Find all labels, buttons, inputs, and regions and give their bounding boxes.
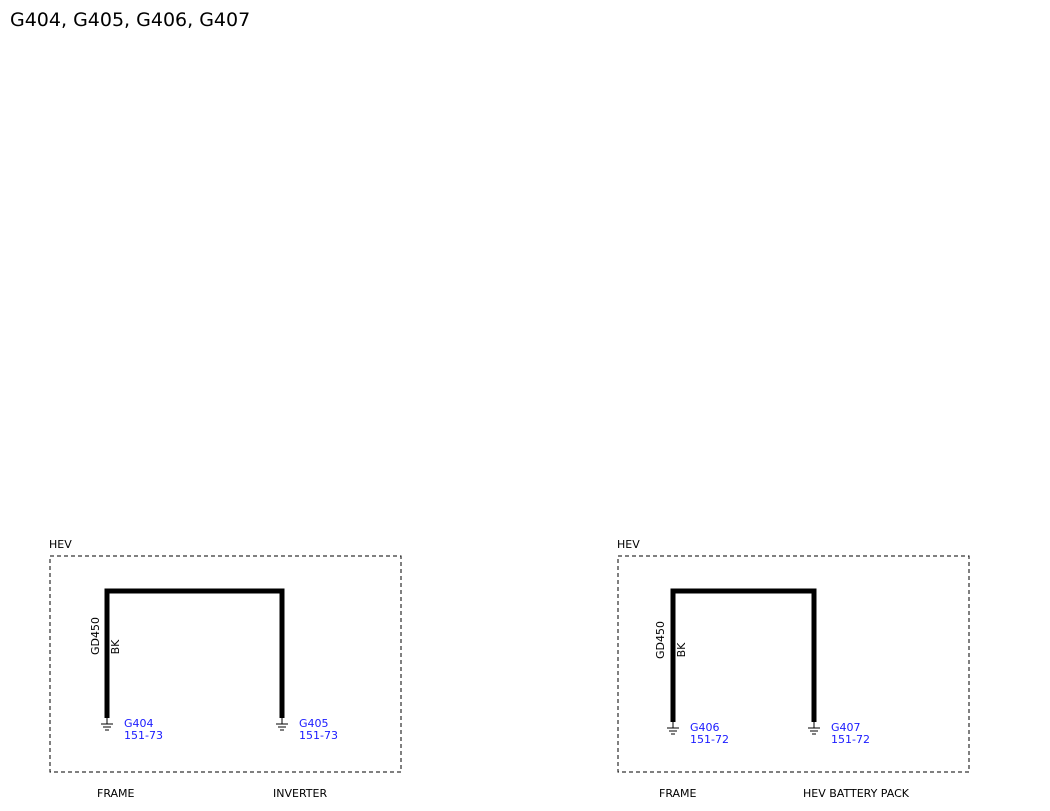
ground-name: G407	[831, 721, 861, 734]
ground-symbol	[667, 722, 679, 735]
harness-boundary	[49, 555, 402, 773]
ground-name: G404	[124, 717, 154, 730]
harness-label: HEV	[49, 538, 72, 551]
harness-label: HEV	[617, 538, 640, 551]
page-title: G404, G405, G406, G407	[10, 9, 250, 31]
ground-ref: 151-72	[690, 733, 729, 746]
wire	[670, 588, 817, 722]
ground-ref: 151-72	[831, 733, 870, 746]
ground-location: HEV BATTERY PACK	[803, 787, 910, 800]
ground-location: FRAME	[659, 787, 697, 800]
ground-name: G405	[299, 717, 329, 730]
ground-ref: 151-73	[124, 729, 163, 742]
circuit-label: GD450	[654, 621, 667, 659]
ground-location: INVERTER	[273, 787, 327, 800]
ground-symbol	[276, 718, 288, 731]
wire	[104, 588, 285, 718]
ground-ref: 151-73	[299, 729, 338, 742]
harness-boundary	[617, 555, 970, 773]
ground-location: FRAME	[97, 787, 135, 800]
wire-color-label: BK	[109, 639, 122, 655]
circuit-label: GD450	[89, 617, 102, 655]
ground-symbol	[101, 718, 113, 731]
ground-name: G406	[690, 721, 720, 734]
wire-color-label: BK	[675, 642, 688, 658]
ground-symbol	[808, 722, 820, 735]
